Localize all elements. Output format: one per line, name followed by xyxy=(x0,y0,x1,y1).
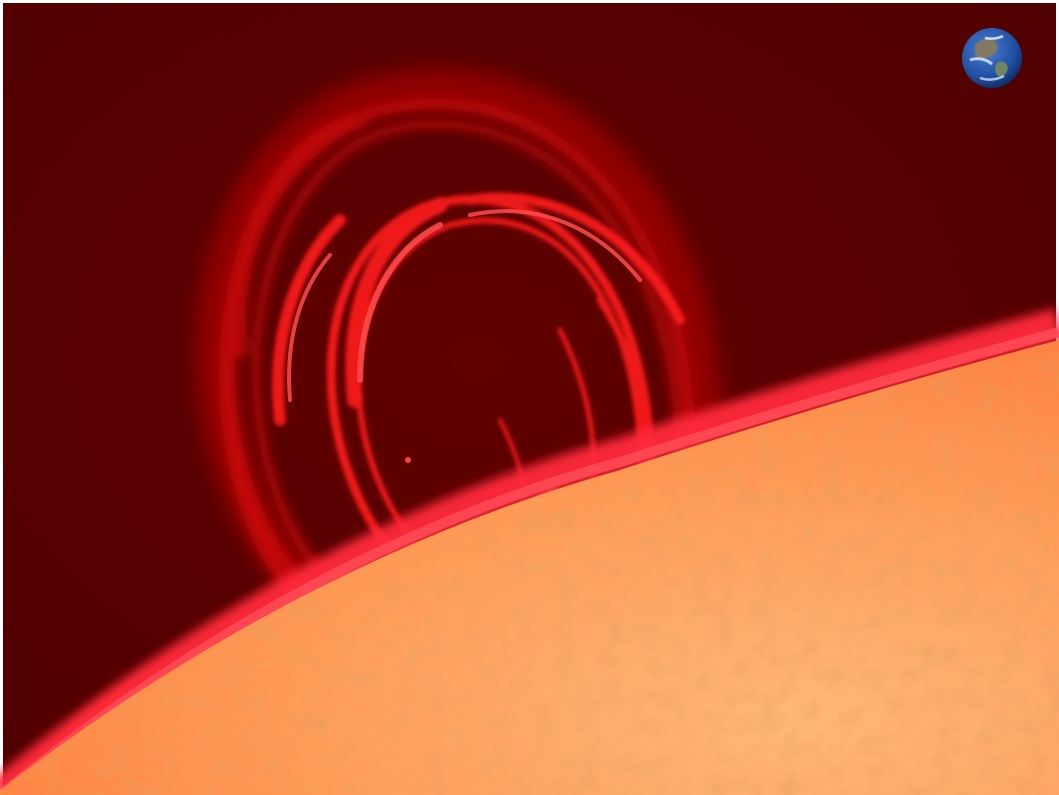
earth-icon xyxy=(962,28,1022,88)
